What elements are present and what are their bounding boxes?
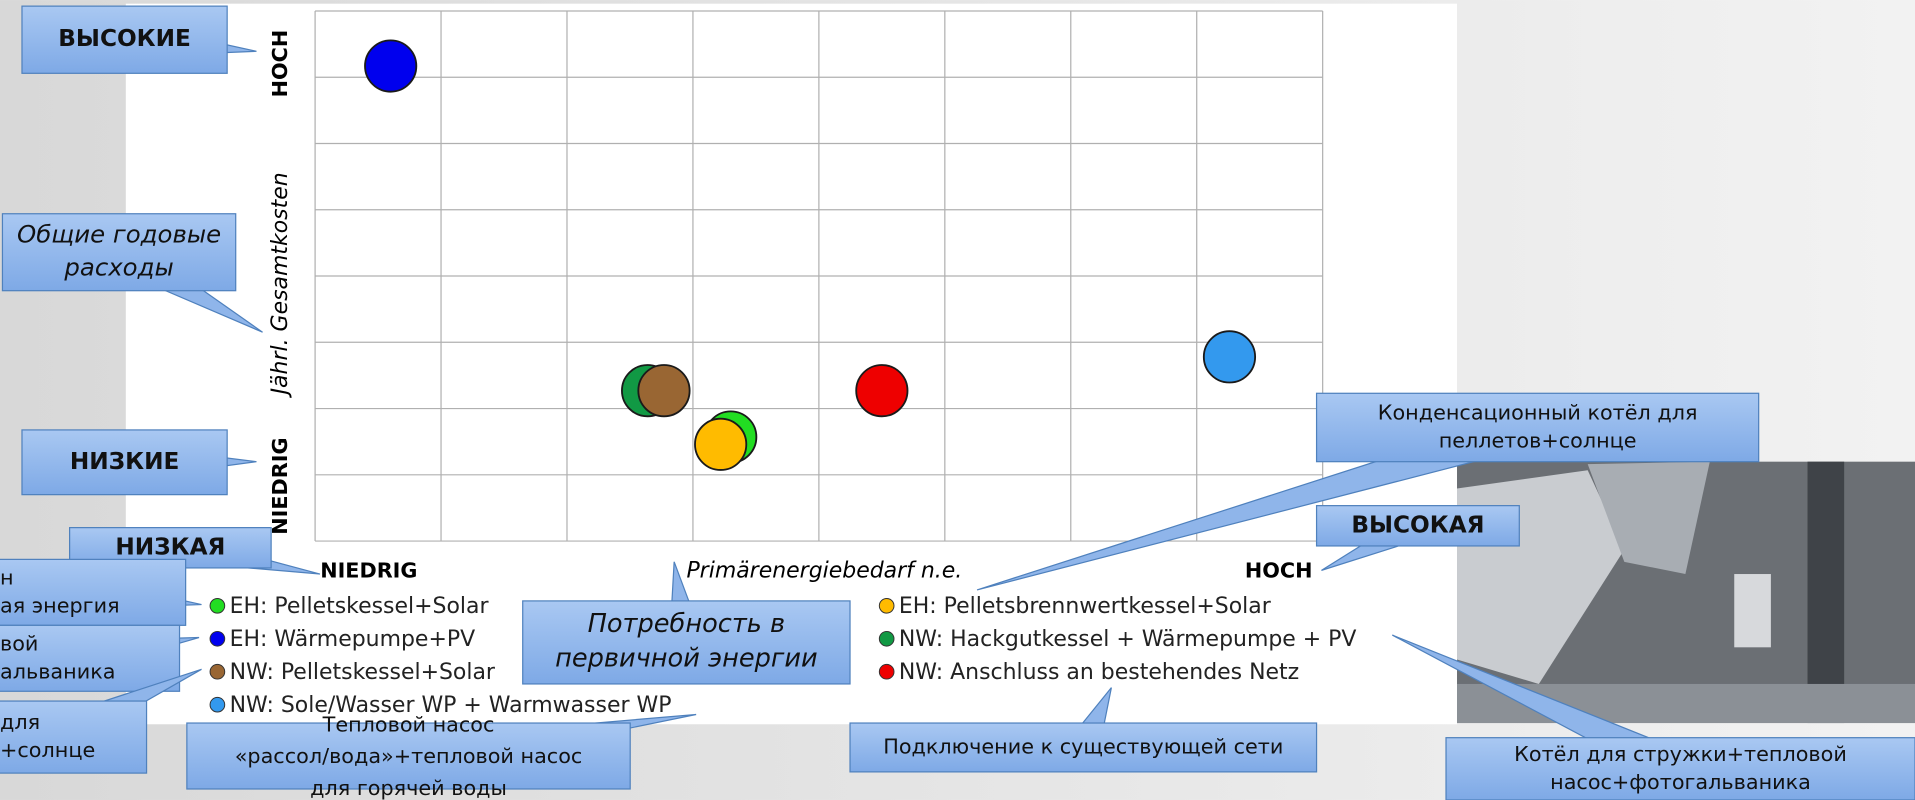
x-axis-high-label: HOCH — [1245, 559, 1313, 583]
callout-box — [1315, 392, 1760, 463]
callout: для +солнце — [0, 668, 202, 774]
callout-text: Конденсационный котёл для — [1378, 400, 1698, 424]
callout: н ая энергия — [0, 558, 202, 626]
callout-text: Подключение к существующей сети — [883, 734, 1283, 758]
callout-box — [0, 700, 148, 774]
callout-box — [0, 624, 181, 692]
callout: вой альваника — [0, 624, 200, 692]
callout-box — [21, 429, 228, 496]
callout-text: +солнце — [0, 738, 95, 762]
legend-swatch — [878, 663, 895, 680]
callout-text: ВЫСОКАЯ — [1351, 511, 1484, 538]
legend-swatch — [209, 630, 226, 647]
legend-label: NW: Sole/Wasser WP + Warmwasser WP — [230, 693, 672, 718]
callout-box — [1, 213, 237, 292]
legend-label: NW: Hackgutkessel + Wärmepumpe + PV — [899, 627, 1357, 652]
callout-text: НИЗКАЯ — [115, 533, 225, 560]
callout-text: н — [0, 565, 14, 589]
legend-swatch — [209, 696, 226, 713]
y-axis-title: Jährl. Gesamtkosten — [268, 172, 293, 398]
callout-text: «рассол/вода»+тепловой насос — [235, 744, 583, 768]
legend-label: EH: Pelletsbrennwertkessel+Solar — [899, 594, 1272, 619]
callout-text: пеллетов+солнце — [1439, 428, 1637, 452]
callout-text: альваника — [0, 659, 115, 683]
callout-box — [522, 600, 851, 685]
callout-text: для горячей воды — [310, 776, 507, 800]
y-axis-high-label: HOCH — [268, 30, 292, 98]
y-axis-low-label: NIEDRIG — [268, 437, 292, 534]
callout: Общие годовые расходы — [1, 213, 263, 333]
callout: Котёл для стружки+тепловой насос+фотогаль… — [1391, 634, 1915, 800]
callout-text: насос+фотогальваника — [1550, 770, 1811, 794]
photo — [1457, 461, 1915, 724]
callout: Тепловой насос «рассол/вода»+тепловой нас… — [186, 712, 697, 800]
callout-text: ая энергия — [0, 593, 120, 617]
callout: Конденсационный котёл для пеллетов+солнце — [976, 392, 1760, 591]
data-point — [694, 417, 748, 471]
legend-label: EH: Pelletskessel+Solar — [230, 594, 490, 619]
callout-text: расходы — [63, 253, 173, 282]
x-axis-low-label: NIEDRIG — [320, 559, 417, 583]
x-axis-title: Primärenergiebedarf n.e. — [686, 559, 962, 584]
data-point — [855, 364, 909, 418]
callout-text: Котёл для стружки+тепловой — [1514, 742, 1847, 766]
callout: ВЫСОКАЯ — [1315, 505, 1520, 571]
legend-label: NW: Pelletskessel+Solar — [230, 660, 496, 685]
callout-text: Тепловой насос — [322, 712, 495, 736]
legend-swatch — [209, 597, 226, 614]
callout: ВЫСОКИЕ — [21, 5, 257, 74]
data-point — [1202, 330, 1257, 384]
callout-text: первичной энергии — [555, 644, 818, 674]
callout: НИЗКИЕ — [21, 429, 257, 496]
legend-swatch — [209, 663, 226, 680]
legend-swatch — [878, 630, 895, 647]
legend-label: EH: Wärmepumpe+PV — [230, 627, 476, 652]
callout-box — [21, 5, 228, 74]
callout-text: НИЗКИЕ — [70, 448, 179, 475]
callout-box — [186, 722, 631, 790]
legend-swatch — [878, 597, 895, 614]
callout-box — [1445, 737, 1915, 800]
callout-text: Общие годовые — [17, 220, 221, 249]
callout: Подключение к существующей сети — [849, 687, 1318, 773]
callout: Потребность в первичной энергии — [522, 561, 851, 685]
callout-box — [849, 722, 1318, 773]
legend-label: NW: Anschluss an bestehendes Netz — [899, 660, 1299, 685]
callout-text: вой — [0, 631, 38, 655]
callout-box — [1315, 505, 1520, 547]
callout-text: для — [0, 710, 40, 734]
data-point — [637, 364, 691, 418]
data-point — [364, 39, 418, 93]
callout-text: ВЫСОКИЕ — [58, 25, 191, 52]
callout-text: Потребность в — [588, 609, 786, 639]
